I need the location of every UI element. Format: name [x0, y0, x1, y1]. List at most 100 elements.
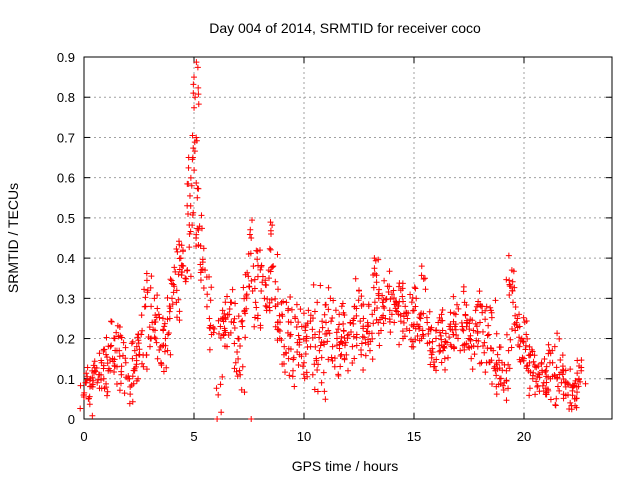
data-point — [164, 331, 171, 338]
data-point — [474, 343, 481, 350]
y-tick-label: 0.2 — [57, 332, 75, 347]
data-point — [86, 393, 93, 400]
data-point — [287, 333, 294, 340]
data-point — [189, 212, 196, 219]
data-point — [322, 331, 329, 338]
data-point — [429, 345, 436, 352]
data-point — [187, 174, 194, 181]
data-point — [270, 263, 277, 270]
data-point — [162, 335, 169, 342]
data-point — [320, 369, 327, 376]
data-point — [376, 286, 383, 293]
data-point — [466, 326, 473, 333]
data-point — [377, 316, 384, 323]
data-point — [547, 396, 554, 403]
data-point — [516, 334, 523, 341]
data-point — [455, 335, 461, 342]
y-tick-label: 0.3 — [57, 291, 75, 306]
data-point — [482, 307, 489, 314]
axis-ticks — [83, 56, 612, 420]
data-point — [412, 285, 419, 292]
data-point — [414, 321, 421, 328]
data-point — [140, 363, 147, 370]
data-point — [469, 317, 476, 324]
data-point — [232, 359, 239, 366]
data-point — [246, 283, 253, 290]
data-point — [292, 315, 299, 322]
data-point — [553, 395, 560, 402]
data-point — [545, 374, 552, 381]
data-point — [247, 250, 254, 257]
data-point — [184, 267, 191, 274]
data-point — [386, 318, 393, 325]
data-point — [507, 336, 514, 343]
data-point — [554, 383, 561, 390]
data-point — [438, 311, 445, 318]
data-point — [103, 334, 110, 341]
data-point — [451, 310, 458, 317]
data-point — [370, 284, 377, 291]
data-point — [334, 335, 340, 342]
x-tick-label: 15 — [407, 429, 421, 444]
data-point — [353, 342, 360, 349]
data-point — [314, 299, 321, 306]
data-point — [506, 365, 513, 372]
data-point — [440, 344, 447, 351]
data-point — [338, 303, 345, 310]
data-point — [349, 360, 356, 367]
data-point — [328, 318, 335, 325]
data-point — [517, 358, 524, 365]
data-point — [249, 288, 256, 295]
x-tick-label: 0 — [80, 429, 87, 444]
data-point — [248, 277, 255, 284]
data-point — [481, 349, 488, 356]
data-point — [386, 268, 393, 275]
data-point — [84, 373, 91, 380]
data-point — [170, 281, 177, 288]
data-point — [303, 333, 310, 340]
data-point — [305, 307, 312, 314]
data-point — [416, 337, 423, 344]
data-point — [471, 351, 478, 358]
data-point — [220, 318, 227, 325]
data-point — [401, 333, 408, 340]
data-point — [291, 383, 298, 390]
data-point — [94, 379, 101, 386]
data-point — [469, 366, 476, 373]
data-point — [316, 328, 323, 335]
data-point — [375, 292, 382, 299]
data-point — [89, 381, 96, 388]
data-point — [371, 299, 378, 306]
data-point — [453, 301, 460, 308]
data-point — [222, 315, 229, 322]
data-point — [257, 247, 263, 254]
data-point — [485, 331, 492, 338]
data-point — [141, 286, 148, 293]
data-point — [355, 297, 362, 304]
data-point — [523, 331, 530, 338]
data-point — [178, 272, 185, 279]
data-point — [350, 320, 357, 327]
data-point — [369, 311, 376, 318]
data-point — [496, 365, 503, 372]
data-point — [319, 318, 326, 325]
data-point — [262, 277, 269, 284]
data-point — [573, 395, 580, 402]
data-point — [482, 316, 489, 323]
data-point — [462, 312, 469, 319]
data-point — [553, 364, 560, 371]
data-point — [194, 194, 201, 201]
data-point — [475, 298, 482, 305]
data-point — [254, 256, 261, 263]
data-point — [532, 391, 539, 398]
data-point — [361, 334, 368, 341]
data-point — [326, 330, 333, 337]
data-point — [370, 320, 377, 327]
data-point — [295, 319, 302, 326]
data-point — [277, 319, 284, 326]
data-point — [414, 333, 421, 340]
data-point — [431, 363, 438, 370]
data-point — [295, 332, 302, 339]
data-point — [560, 367, 567, 374]
data-point — [575, 383, 582, 390]
